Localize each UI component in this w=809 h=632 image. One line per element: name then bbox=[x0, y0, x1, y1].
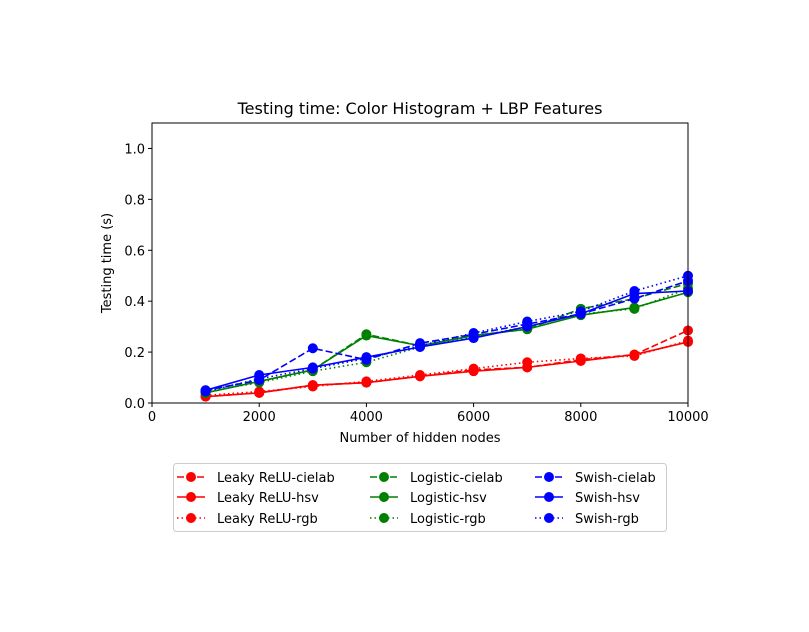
data-point bbox=[415, 370, 425, 380]
series-line bbox=[205, 290, 689, 392]
legend-label: Swish-rgb bbox=[575, 512, 639, 527]
data-point bbox=[468, 363, 479, 374]
legend-label: Leaky ReLU-rgb bbox=[217, 512, 318, 527]
data-point bbox=[575, 306, 586, 317]
data-point bbox=[361, 330, 372, 341]
y-tick-label: 0.4 bbox=[124, 295, 145, 310]
legend-label: Logistic-rgb bbox=[410, 512, 486, 527]
data-point bbox=[629, 286, 640, 296]
series-line bbox=[205, 274, 689, 393]
legend-marker bbox=[544, 513, 554, 523]
data-point bbox=[575, 353, 586, 364]
legend-entry-logistic-rgb: Logistic-rgb bbox=[370, 512, 486, 527]
data-point bbox=[254, 386, 265, 397]
legend-entry-swish-cielab: Swish-cielab bbox=[535, 471, 656, 486]
legend-entry-swish-rgb: Swish-rgb bbox=[535, 512, 639, 527]
legend-label: Leaky ReLU-hsv bbox=[217, 491, 319, 506]
data-point bbox=[629, 303, 640, 314]
legend-entry-leaky-relu-cielab: Leaky ReLU-cielab bbox=[177, 471, 335, 486]
legend-marker bbox=[379, 492, 389, 502]
chart-title: Testing time: Color Histogram + LBP Feat… bbox=[237, 99, 603, 118]
legend-label: Swish-cielab bbox=[575, 471, 656, 486]
data-point bbox=[361, 376, 372, 387]
series-swish-rgb bbox=[200, 270, 693, 397]
legend-entry-leaky-relu-hsv: Leaky ReLU-hsv bbox=[177, 491, 319, 506]
series-line bbox=[205, 341, 689, 398]
plot-frame bbox=[151, 122, 689, 404]
x-axis: 0 2000 4000 6000 8000 10000 bbox=[148, 403, 709, 425]
x-tick-label: 0 bbox=[148, 410, 156, 425]
legend-entry-swish-hsv: Swish-hsv bbox=[535, 491, 640, 506]
data-point bbox=[629, 350, 640, 361]
legend: Leaky ReLU-cielab Leaky ReLU-hsv Leaky ReL… bbox=[173, 463, 667, 532]
x-tick-label: 8000 bbox=[564, 410, 597, 425]
data-point bbox=[254, 373, 265, 384]
legend-marker bbox=[186, 472, 196, 482]
y-tick-label: 0.8 bbox=[124, 193, 145, 208]
x-tick-label: 4000 bbox=[350, 410, 383, 425]
legend-marker bbox=[379, 472, 389, 482]
x-tick-label: 6000 bbox=[457, 410, 490, 425]
legend-marker bbox=[186, 492, 196, 502]
legend-entry-logistic-hsv: Logistic-hsv bbox=[370, 491, 487, 506]
legend-marker bbox=[544, 472, 554, 482]
legend-entry-leaky-relu-rgb: Leaky ReLU-rgb bbox=[177, 512, 318, 527]
data-point bbox=[200, 386, 211, 397]
data-point bbox=[522, 316, 533, 327]
legend-label: Logistic-hsv bbox=[410, 491, 487, 506]
legend-label: Logistic-cielab bbox=[410, 471, 503, 486]
plot-marks bbox=[200, 270, 693, 402]
y-tick-label: 1.0 bbox=[124, 142, 145, 157]
data-point bbox=[361, 353, 372, 364]
legend-marker bbox=[186, 513, 196, 523]
data-point bbox=[307, 343, 318, 354]
data-point bbox=[415, 340, 425, 351]
legend-marker bbox=[379, 513, 389, 523]
data-point bbox=[522, 357, 533, 368]
x-axis-label: Number of hidden nodes bbox=[340, 431, 501, 446]
x-tick-label: 10000 bbox=[667, 410, 708, 425]
y-tick-label: 0.2 bbox=[124, 346, 145, 361]
data-point bbox=[468, 328, 479, 338]
legend-entry-logistic-cielab: Logistic-cielab bbox=[370, 471, 503, 486]
legend-marker bbox=[544, 492, 554, 502]
series-line bbox=[205, 280, 689, 392]
legend-label: Swish-hsv bbox=[575, 491, 640, 506]
series-line bbox=[205, 287, 689, 393]
y-tick-label: 0.0 bbox=[124, 397, 145, 412]
data-point bbox=[307, 363, 318, 374]
legend-frame bbox=[173, 463, 667, 532]
data-point bbox=[307, 381, 318, 392]
y-axis: 0.0 0.2 0.4 0.6 0.8 1.0 bbox=[124, 142, 152, 412]
y-tick-label: 0.6 bbox=[124, 244, 145, 259]
legend-label: Leaky ReLU-cielab bbox=[217, 471, 335, 486]
y-axis-label: Testing time (s) bbox=[100, 213, 115, 314]
x-tick-label: 2000 bbox=[243, 410, 276, 425]
